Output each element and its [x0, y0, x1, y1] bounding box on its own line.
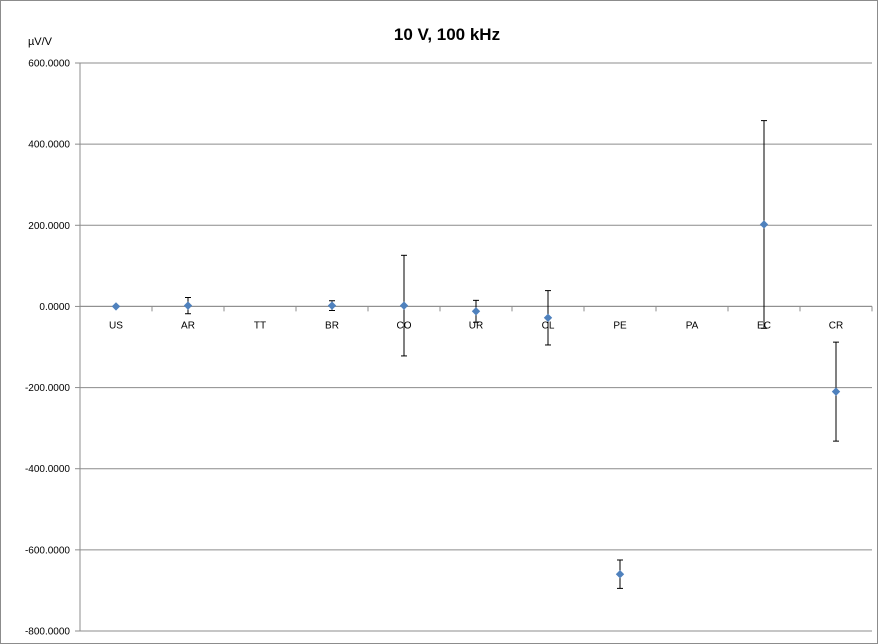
- y-tick-labels: 600.0000 400.0000 200.0000 0.0000 -200.0000 -…: [25, 59, 70, 638]
- axes: [75, 62, 873, 632]
- y-tick-label: -600.0000: [25, 545, 70, 556]
- data-point-ar: [183, 301, 193, 310]
- x-tick-label-br: BR: [325, 320, 339, 331]
- gridlines: [80, 62, 872, 632]
- data-point-br: [327, 301, 337, 310]
- y-tick-label: 0.0000: [39, 302, 70, 313]
- data-point-cl: [543, 313, 553, 322]
- data-point-co: [399, 301, 409, 310]
- y-tick-label: 400.0000: [28, 140, 70, 151]
- data-points: [111, 220, 841, 579]
- y-tick-label: 600.0000: [28, 59, 70, 70]
- data-point-cr: [831, 387, 841, 396]
- data-point-pe: [615, 570, 625, 579]
- data-point-ec: [759, 220, 769, 229]
- chart-title: 10 V, 100 kHz: [394, 25, 500, 44]
- x-tick-label-pa: PA: [686, 320, 699, 331]
- y-tick-label: -400.0000: [25, 464, 70, 475]
- x-tick-label-ar: AR: [181, 320, 195, 331]
- x-tick-label-ur: UR: [469, 320, 483, 331]
- data-point-us: [111, 302, 121, 311]
- x-tick-label-cr: CR: [829, 320, 843, 331]
- y-tick-label: -800.0000: [25, 627, 70, 638]
- data-point-ur: [471, 307, 481, 316]
- y-tick-label: -200.0000: [25, 383, 70, 394]
- x-tick-label-pe: PE: [613, 320, 627, 331]
- y-axis-unit-label: µV/V: [28, 36, 53, 48]
- x-tick-label-us: US: [109, 320, 123, 331]
- x-tick-label-tt: TT: [254, 320, 266, 331]
- error-bars: [185, 120, 839, 589]
- y-tick-label: 200.0000: [28, 221, 70, 232]
